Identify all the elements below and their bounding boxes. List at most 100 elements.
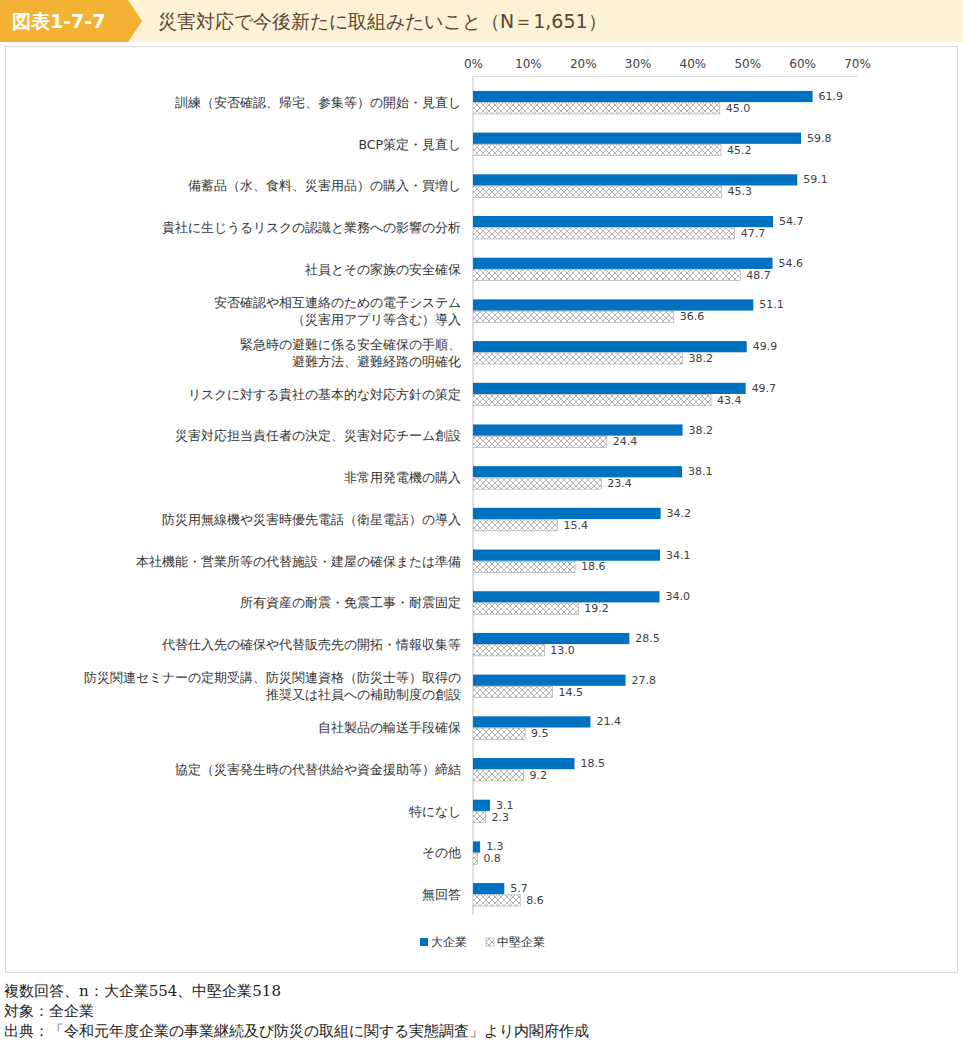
axis-line: [474, 76, 858, 77]
footnote: 対象：全企業: [4, 1002, 94, 1020]
data-label: 36.6: [680, 310, 705, 323]
legend-label: 中堅企業: [497, 935, 545, 949]
data-label: 49.7: [752, 382, 777, 395]
legend-swatch: [420, 938, 428, 946]
tick: 20%: [570, 57, 597, 76]
bar: [473, 228, 735, 239]
data-label: 9.2: [529, 769, 547, 782]
data-label: 27.8: [632, 674, 657, 687]
baseline: [473, 76, 474, 915]
data-label: 34.0: [666, 590, 691, 603]
data-label: 0.8: [483, 852, 501, 865]
title: 災害対応で今後新たに取組みたいこと（N＝1,651）: [158, 10, 607, 32]
tick: 10%: [515, 57, 542, 76]
data-label: 2.3: [492, 811, 510, 824]
tick-label: 30%: [625, 57, 652, 71]
bar: [473, 383, 746, 394]
badge: [0, 0, 142, 42]
figure-number: 図表1-7-7: [12, 10, 105, 32]
data-label: 23.4: [607, 477, 632, 490]
bar: [473, 591, 660, 602]
bar: [473, 645, 544, 656]
category-label: 非常用発電機の購入: [344, 470, 461, 485]
bar: [473, 341, 747, 352]
bar: [473, 466, 682, 477]
bar: [473, 633, 629, 644]
bar: [473, 508, 661, 519]
data-label: 38.2: [689, 424, 714, 437]
category-label: 協定（災害発生時の代替供給や資金援助等）締結: [175, 762, 461, 777]
data-label: 51.1: [759, 298, 784, 311]
data-label: 24.4: [613, 435, 638, 448]
data-label: 5.7: [510, 882, 527, 895]
tick-label: 70%: [844, 57, 871, 71]
category-label: BCP策定・見直し: [358, 137, 461, 152]
data-label: 45.0: [726, 102, 751, 115]
bar: [473, 800, 490, 811]
bar: [473, 299, 753, 310]
bar: [473, 311, 674, 322]
data-label: 28.5: [635, 632, 660, 645]
tick: 30%: [625, 57, 652, 76]
bar: [473, 353, 683, 364]
bar: [473, 520, 557, 531]
data-label: 8.6: [526, 894, 544, 907]
data-label: 45.2: [727, 144, 752, 157]
data-label: 61.9: [819, 90, 844, 103]
tick-label: 40%: [680, 57, 707, 71]
bar: [473, 770, 523, 781]
x-axis: 0%10%20%30%40%50%60%70%: [464, 57, 871, 77]
category-label: 代替仕入先の確保や代替販売先の開拓・情報収集等: [161, 637, 461, 652]
header-band: [0, 0, 963, 42]
bar: [473, 258, 773, 269]
bar: [473, 561, 575, 572]
bar: [473, 811, 486, 822]
bar: [473, 883, 504, 894]
bar: [473, 186, 722, 197]
bar: [473, 716, 590, 727]
bar: [473, 758, 574, 769]
chart: 図表1-7-7 災害対応で今後新たに取組みたいこと（N＝1,651） 0% 10% 20…: [0, 0, 963, 1046]
data-label: 14.5: [559, 686, 584, 699]
data-label: 18.5: [580, 757, 605, 770]
data-label: 38.2: [689, 352, 714, 365]
tick-label: 0%: [464, 57, 483, 71]
data-labels: 61.959.859.154.754.651.149.949.738.238.1…: [483, 90, 843, 907]
bar: [473, 269, 740, 280]
data-label: 15.4: [563, 519, 588, 532]
legend: 大企業 中堅企業: [420, 935, 545, 949]
bar: [473, 424, 683, 435]
legend-label: 大企業: [431, 935, 467, 949]
category-label: 自社製品の輸送手段確保: [318, 720, 461, 735]
tick: 70%: [844, 57, 871, 76]
legend-swatch: [486, 938, 494, 946]
footnote: 出典：「令和元年度企業の事業継続及び防災の取組に関する実態調査」より内閣府作成: [4, 1022, 589, 1040]
bar: [473, 395, 711, 406]
category-label: 本社機能・営業所等の代替施設・建屋の確保または準備: [136, 554, 461, 569]
data-label: 34.1: [666, 549, 691, 562]
bar: [473, 550, 660, 561]
data-label: 48.7: [746, 269, 771, 282]
category-label: 特になし: [409, 804, 461, 819]
data-label: 59.8: [807, 132, 832, 145]
legend-item: 中堅企業: [486, 935, 545, 949]
category-label: 備蓄品（水、食料、災害用品）の購入・買増し: [188, 178, 461, 193]
bar: [473, 133, 801, 144]
bar: [473, 841, 480, 852]
category-label: 所有資産の耐震・免震工事・耐震固定: [240, 595, 461, 610]
bar: [473, 478, 601, 489]
bar: [473, 728, 525, 739]
category-label: 貴社に生じうるリスクの認識と業務への影響の分析: [162, 220, 461, 235]
bar: [473, 436, 607, 447]
category-label: その他: [422, 845, 461, 860]
category-label: 訓練（安否確認、帰宅、参集等）の開始・見直し: [175, 95, 461, 110]
tick: 0%: [464, 57, 483, 76]
bar: [473, 144, 721, 155]
category-label: 災害対応担当責任者の決定、災害対応チーム創設: [175, 428, 461, 443]
category-label: 緊急時の避難に係る安全確保の手順、避難方法、避難経路の明確化: [240, 337, 461, 369]
data-label: 43.4: [717, 394, 742, 407]
tick-label: 20%: [570, 57, 597, 71]
bar: [473, 853, 477, 864]
chart-frame: [6, 47, 958, 973]
bar: [473, 895, 520, 906]
